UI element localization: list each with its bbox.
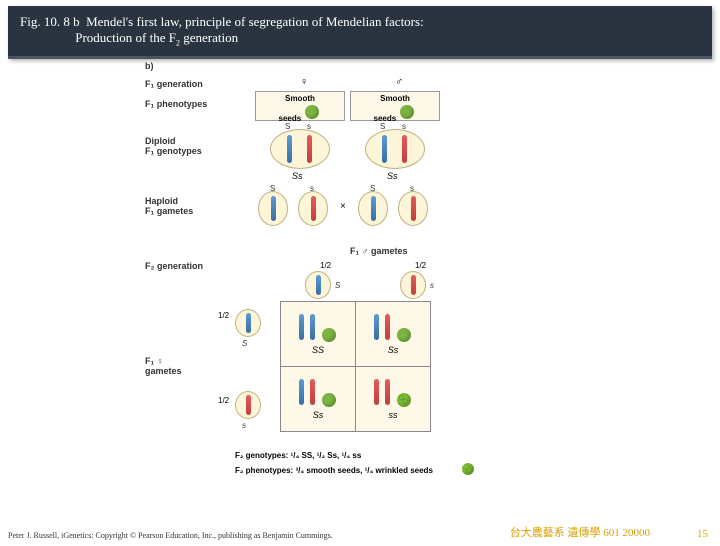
- gamete-oval: S: [258, 191, 288, 226]
- chromosome-icon: [411, 275, 416, 295]
- chromosome-icon: [299, 379, 304, 405]
- title-line1: Mendel's first law, principle of segrega…: [86, 14, 424, 29]
- genotype-Ss-f: Ss: [292, 171, 303, 181]
- chromosome-icon: [310, 379, 315, 405]
- seed-wrinkled-icon: [462, 463, 474, 475]
- chromosome-icon: [246, 313, 251, 333]
- chromosome-icon: [371, 196, 376, 221]
- frac-half: 1/2: [415, 261, 426, 270]
- gamete-header: [400, 271, 426, 299]
- seed-smooth-icon: [305, 105, 319, 119]
- chromosome-icon: [310, 314, 315, 340]
- chromosome-icon: [402, 135, 407, 163]
- punnett-cell-Ss2: Ss: [281, 367, 356, 432]
- footer-copyright: Peter J. Russell, iGenetics: Copyright ©…: [8, 531, 333, 540]
- allele-S: S: [380, 122, 385, 131]
- allele-s: s: [310, 184, 314, 193]
- chromosome-icon: [299, 314, 304, 340]
- gamete-oval: S: [358, 191, 388, 226]
- chromosome-icon: [307, 135, 312, 163]
- male-symbol: ♂: [395, 76, 403, 88]
- punnett-cell-Ss: Ss: [356, 302, 431, 367]
- allele-s: s: [402, 122, 406, 131]
- diploid-label: Diploid F₁ genotypes: [145, 136, 202, 156]
- gamete-oval: s: [298, 191, 328, 226]
- f1-male-gametes-label: F₁ ♂ gametes: [350, 246, 408, 256]
- chromosome-icon: [374, 379, 379, 405]
- seed-smooth-icon: [322, 393, 336, 407]
- allele-s: s: [307, 122, 311, 131]
- allele-S: S: [285, 122, 290, 131]
- f2-generation-label: F₂ generation: [145, 261, 203, 271]
- allele-S: S: [242, 339, 247, 348]
- allele-s: s: [430, 281, 434, 290]
- gamete-oval: s: [398, 191, 428, 226]
- title-bar: Fig. 10. 8 b Mendel's first law, princip…: [8, 6, 712, 59]
- chromosome-icon: [311, 196, 316, 221]
- title-line2-post: generation: [180, 30, 238, 45]
- chromosome-icon: [271, 196, 276, 221]
- haploid-label: Haploid F₁ gametes: [145, 196, 193, 216]
- footer-course: 台大農藝系 遺傳學 601 20000: [510, 524, 650, 540]
- fig-prefix: Fig. 10. 8 b: [20, 14, 80, 29]
- gamete-header: [305, 271, 331, 299]
- f2-phenotypes-summary: F₂ phenotypes: ³/₄ smooth seeds, ¹/₄ wri…: [235, 466, 433, 475]
- frac-half: 1/2: [218, 396, 229, 405]
- chromosome-icon: [411, 196, 416, 221]
- genotype-SS: SS: [281, 345, 355, 355]
- cross-symbol: ×: [340, 201, 346, 212]
- diagram-area: b) F₁ generation ♀ ♂ F₁ phenotypes Smoot…: [140, 61, 580, 501]
- allele-S: S: [370, 184, 375, 193]
- chromosome-icon: [382, 135, 387, 163]
- genotype-Ss: Ss: [356, 345, 430, 355]
- allele-S: S: [335, 281, 340, 290]
- chromosome-icon: [374, 314, 379, 340]
- phenotype-box-male: Smooth seeds: [350, 91, 440, 121]
- punnett-cell-ss: ss: [356, 367, 431, 432]
- allele-s: s: [242, 421, 246, 430]
- phenotype-box-female: Smooth seeds: [255, 91, 345, 121]
- chromosome-icon: [316, 275, 321, 295]
- gamete-header: [235, 391, 261, 419]
- chromosome-icon: [246, 395, 251, 415]
- frac-half: 1/2: [320, 261, 331, 270]
- gamete-header: [235, 309, 261, 337]
- f1-female-gametes-label: F₁ ♀ gametes: [145, 356, 182, 376]
- f1-phenotypes-label: F₁ phenotypes: [145, 99, 207, 109]
- seed-smooth-icon: [397, 328, 411, 342]
- seed-smooth-icon: [322, 328, 336, 342]
- geno-oval-m: S s: [365, 129, 425, 169]
- genotype-ss: ss: [356, 410, 430, 420]
- seed-wrinkled-icon: [397, 393, 411, 407]
- allele-S: S: [270, 184, 275, 193]
- f1-generation-label: F₁ generation: [145, 79, 203, 89]
- genotype-Ss: Ss: [281, 410, 355, 420]
- female-symbol: ♀: [300, 76, 308, 88]
- genotype-Ss-m: Ss: [387, 171, 398, 181]
- chromosome-icon: [385, 379, 390, 405]
- page-number: 15: [697, 528, 708, 540]
- frac-half: 1/2: [218, 311, 229, 320]
- chromosome-icon: [385, 314, 390, 340]
- allele-s: s: [410, 184, 414, 193]
- seed-smooth-icon-2: [400, 105, 414, 119]
- panel-b-label: b): [145, 61, 154, 71]
- punnett-square: SS Ss Ss ss: [280, 301, 431, 432]
- punnett-cell-SS: SS: [281, 302, 356, 367]
- f2-genotypes-summary: F₂ genotypes: ¹/₄ SS, ¹/₂ Ss, ¹/₄ ss: [235, 451, 361, 460]
- title-line2-pre: Production of the F: [75, 30, 176, 45]
- chromosome-icon: [287, 135, 292, 163]
- geno-oval-f: S s: [270, 129, 330, 169]
